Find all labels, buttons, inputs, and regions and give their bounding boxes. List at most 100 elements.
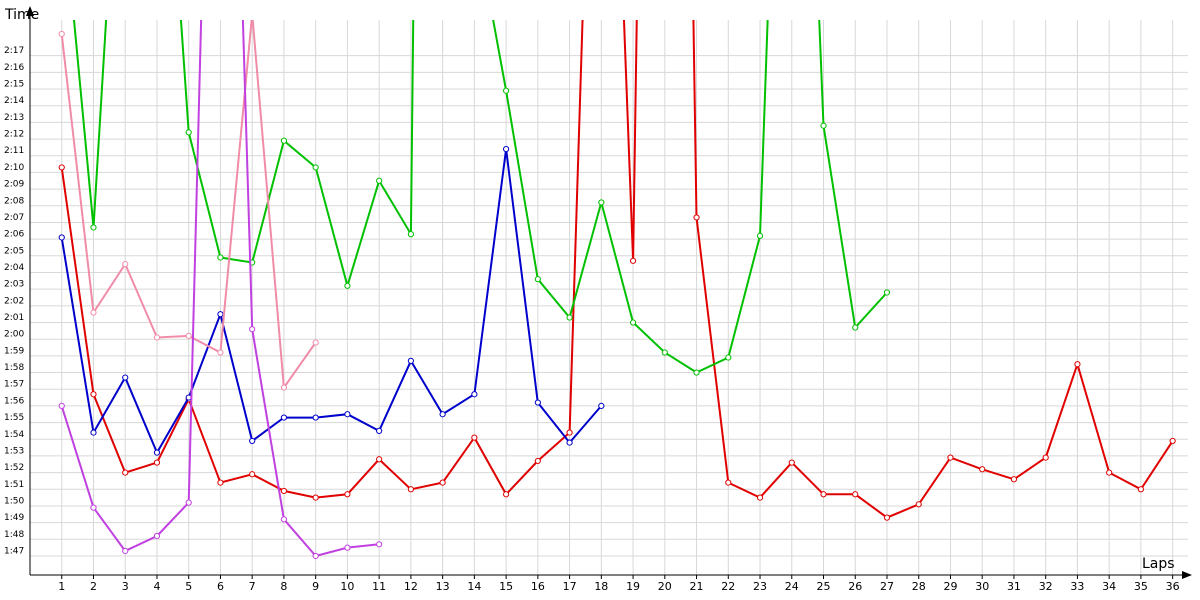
x-tick-label: 6	[217, 580, 224, 593]
y-tick-label: 2:09	[4, 180, 24, 190]
data-point	[185, 129, 192, 136]
data-point	[249, 471, 256, 478]
data-point	[90, 504, 97, 511]
data-point	[376, 456, 383, 463]
y-tick-label: 2:03	[4, 280, 24, 290]
x-tick-label: 32	[1039, 580, 1053, 593]
data-point	[217, 254, 224, 261]
y-tick-label: 1:47	[4, 546, 24, 556]
x-tick-label: 30	[975, 580, 989, 593]
x-tick-label: 4	[153, 580, 160, 593]
data-point	[534, 457, 541, 465]
x-tick-label: 10	[340, 580, 354, 593]
data-point	[344, 282, 351, 289]
y-tick-label: 2:02	[4, 296, 24, 306]
data-point	[852, 491, 859, 498]
y-tick-label: 1:57	[4, 380, 24, 390]
data-point	[249, 326, 256, 333]
y-tick-label: 2:00	[4, 330, 24, 340]
x-tick-label: 2	[90, 580, 97, 593]
data-point	[312, 494, 319, 501]
x-axis-label: Laps	[1142, 556, 1175, 572]
y-tick-label: 2:14	[4, 96, 24, 106]
y-tick-label: 1:55	[4, 413, 24, 423]
data-point	[439, 411, 446, 418]
data-point	[122, 261, 129, 268]
x-tick-label: 15	[499, 580, 513, 593]
data-point	[280, 487, 288, 495]
series-line	[60, 148, 603, 455]
data-point	[249, 437, 256, 445]
data-point	[58, 402, 65, 409]
x-tick-label: 13	[436, 580, 450, 593]
data-point	[312, 339, 319, 346]
data-point	[185, 332, 192, 339]
data-point	[407, 357, 414, 364]
y-tick-label: 1:49	[4, 513, 24, 523]
x-tick-label: 29	[943, 580, 957, 593]
data-point	[503, 145, 510, 153]
y-tick-label: 2:16	[4, 63, 24, 73]
data-point	[471, 434, 478, 441]
x-tick-label: 1	[58, 580, 65, 593]
x-tick-label: 18	[594, 580, 608, 593]
data-point	[439, 479, 446, 486]
data-point	[217, 349, 224, 356]
data-point	[756, 232, 764, 239]
y-tick-label: 1:58	[4, 363, 24, 373]
grid	[30, 20, 1188, 575]
series-line	[73, 20, 888, 374]
data-point	[503, 87, 510, 94]
data-point	[661, 349, 668, 356]
y-tick-label: 2:11	[4, 146, 24, 156]
data-point	[756, 494, 764, 501]
data-point	[629, 257, 637, 264]
data-point	[58, 30, 65, 38]
data-point	[153, 334, 161, 341]
x-arrow	[1182, 571, 1192, 579]
data-point	[1074, 361, 1081, 368]
y-tick-label: 2:15	[4, 80, 24, 90]
data-point	[1010, 476, 1018, 483]
data-point	[376, 541, 383, 548]
data-point	[90, 429, 97, 436]
series-line	[60, 20, 1174, 519]
data-point	[312, 414, 319, 421]
y-tick-label: 2:12	[4, 130, 24, 140]
data-point	[376, 427, 383, 435]
y-tick-label: 2:04	[4, 263, 24, 273]
data-point	[407, 486, 414, 493]
data-point	[344, 491, 351, 498]
x-tick-label: 14	[467, 580, 481, 593]
data-point	[376, 177, 383, 184]
data-point	[852, 324, 859, 331]
data-point	[693, 214, 700, 221]
data-point	[788, 459, 795, 466]
data-point	[820, 491, 827, 498]
x-tick-label: 27	[880, 580, 894, 593]
data-point	[503, 491, 510, 498]
y-tick-label: 1:59	[4, 346, 24, 356]
y-tick-label: 1:53	[4, 446, 24, 456]
data-point	[153, 459, 161, 466]
data-point	[725, 479, 732, 486]
y-tick-label: 2:08	[4, 196, 24, 206]
data-point	[883, 514, 891, 521]
data-point	[915, 501, 922, 508]
data-point	[883, 289, 891, 296]
y-tick-label: 2:13	[4, 113, 24, 123]
x-tick-label: 36	[1166, 580, 1180, 593]
data-point	[217, 311, 224, 318]
data-point	[979, 466, 986, 473]
data-point	[820, 122, 827, 129]
x-tick-label: 21	[690, 580, 704, 593]
data-point	[598, 402, 605, 409]
y-axis-label: Time	[4, 7, 39, 23]
y-tick-label: 2:05	[4, 246, 24, 256]
data-point	[90, 309, 97, 316]
series-lines	[58, 20, 1176, 560]
data-point	[725, 354, 732, 361]
data-point	[344, 411, 351, 418]
